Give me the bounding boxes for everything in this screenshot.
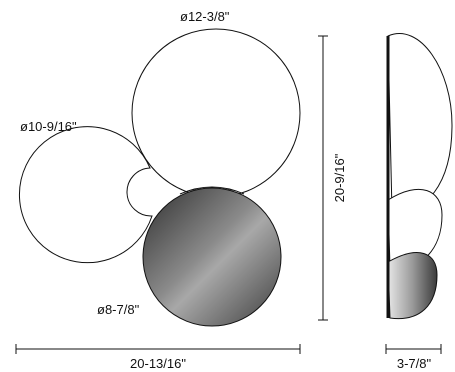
side-view	[386, 33, 453, 320]
medium-diameter-label: ø10-9/16"	[20, 119, 77, 134]
height-label: 20-9/16"	[332, 153, 347, 202]
seam-arc	[179, 186, 245, 195]
side-large-disc	[387, 33, 453, 213]
large-diameter-label: ø12-3/8"	[180, 9, 230, 24]
depth-dimension	[385, 344, 442, 354]
side-mirror-disc	[387, 252, 438, 320]
small-diameter-label: ø8-7/8"	[97, 302, 140, 317]
small-mirror-circle	[142, 187, 282, 327]
width-label: 20-13/16"	[130, 356, 186, 371]
front-view	[18, 28, 301, 327]
height-dimension	[318, 35, 328, 321]
medium-circle	[18, 126, 153, 264]
width-dimension	[15, 344, 301, 354]
large-circle	[131, 28, 301, 198]
depth-label: 3-7/8"	[397, 356, 432, 371]
